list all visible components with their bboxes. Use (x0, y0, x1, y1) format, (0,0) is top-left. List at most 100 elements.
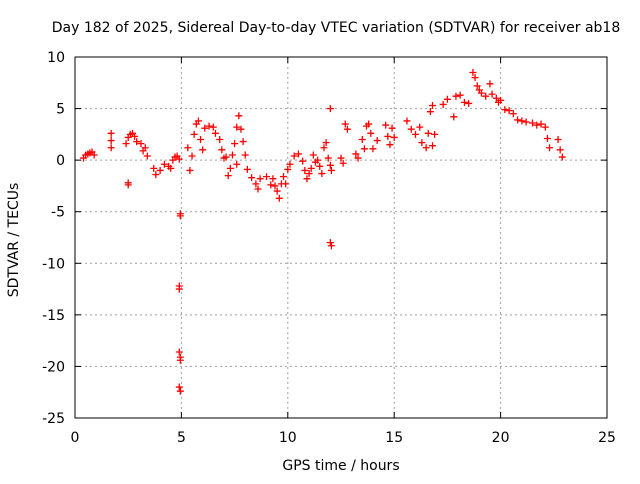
data-point-marker (337, 154, 345, 162)
data-point-marker (176, 387, 184, 395)
data-point-marker (228, 151, 236, 159)
data-point-marker (273, 187, 281, 195)
data-point-marker (211, 129, 219, 137)
data-point-marker (303, 175, 311, 183)
data-point-marker (241, 151, 249, 159)
data-point-marker (429, 142, 437, 150)
data-point-marker (233, 123, 241, 131)
data-point-marker (176, 356, 184, 364)
data-point-marker (254, 185, 262, 193)
data-point-marker (282, 180, 290, 188)
data-point-marker (443, 95, 451, 103)
x-axis-label: GPS time / hours (282, 458, 399, 474)
data-point-marker (422, 144, 430, 152)
data-point-marker (307, 164, 315, 172)
data-point-marker (322, 139, 330, 147)
data-point-marker (426, 108, 434, 116)
data-point-marker (235, 112, 243, 120)
data-point-marker (124, 181, 132, 189)
data-point-marker (267, 181, 275, 189)
y-tick-label: -15 (42, 308, 65, 324)
data-point-marker (411, 130, 419, 138)
data-point-marker (556, 146, 564, 154)
data-point-marker (518, 117, 526, 125)
data-point-marker (388, 124, 396, 132)
data-point-marker (199, 146, 207, 154)
data-point-marker (222, 153, 230, 161)
data-point-marker (224, 172, 232, 180)
data-point-marker (122, 140, 130, 148)
data-point-marker (533, 121, 541, 129)
y-tick-label: -5 (51, 205, 65, 221)
data-point-marker (558, 153, 566, 161)
data-point-marker (369, 145, 377, 153)
data-point-marker (133, 138, 141, 146)
data-point-marker (324, 154, 332, 162)
data-points (80, 68, 566, 395)
data-point-marker (305, 170, 313, 178)
data-point-marker (175, 348, 183, 356)
data-point-marker (407, 125, 415, 133)
data-point-marker (197, 136, 205, 144)
data-point-marker (290, 152, 298, 160)
data-point-marker (218, 146, 226, 154)
data-point-marker (243, 165, 251, 173)
data-point-marker (354, 154, 362, 162)
data-point-marker (327, 166, 335, 174)
data-point-marker (131, 132, 139, 140)
data-point-marker (239, 138, 247, 146)
plot-border (74, 56, 608, 419)
data-point-marker (316, 162, 324, 170)
data-point-marker (365, 120, 373, 128)
data-point-marker (176, 212, 184, 220)
data-point-marker (456, 91, 464, 99)
data-point-marker (233, 160, 241, 168)
data-point-marker (188, 152, 196, 160)
data-point-marker (286, 160, 294, 168)
data-point-marker (320, 144, 328, 152)
y-tick-label: 10 (47, 50, 65, 66)
data-point-marker (275, 194, 283, 202)
y-tick-label: 5 (56, 102, 65, 118)
data-point-marker (439, 100, 447, 108)
data-point-marker (107, 144, 115, 152)
data-point-marker (252, 180, 260, 188)
data-point-marker (452, 92, 460, 100)
data-point-marker (477, 89, 485, 97)
data-point-marker (386, 141, 394, 149)
x-tick-label: 0 (71, 430, 80, 446)
y-tick-label: -25 (42, 411, 65, 427)
data-point-marker (546, 144, 554, 152)
data-point-marker (107, 137, 115, 145)
x-tick-label: 10 (279, 430, 297, 446)
data-point-marker (248, 174, 256, 182)
data-point-marker (263, 173, 271, 181)
data-point-marker (501, 106, 509, 114)
data-point-marker (201, 124, 209, 132)
data-point-marker (431, 130, 439, 138)
data-point-marker (326, 161, 334, 169)
data-point-marker (318, 170, 326, 178)
data-point-marker (429, 101, 437, 109)
data-point-marker (367, 129, 375, 137)
data-point-marker (522, 118, 530, 126)
data-point-marker (360, 145, 368, 153)
data-point-marker (403, 117, 411, 125)
data-point-marker (416, 123, 424, 131)
data-point-marker (90, 151, 98, 159)
data-point-marker (150, 164, 158, 172)
data-point-marker (473, 82, 481, 90)
x-tick-label: 20 (492, 430, 510, 446)
data-point-marker (488, 90, 496, 98)
x-tick-label: 5 (177, 430, 186, 446)
data-point-marker (492, 94, 500, 102)
plot-frame (74, 56, 608, 419)
data-point-marker (514, 116, 522, 124)
data-point-marker (465, 99, 473, 107)
x-tick-label: 15 (385, 430, 403, 446)
data-point-marker (537, 120, 545, 128)
data-point-marker (152, 171, 160, 179)
data-point-marker (160, 160, 168, 168)
data-point-marker (505, 107, 513, 115)
